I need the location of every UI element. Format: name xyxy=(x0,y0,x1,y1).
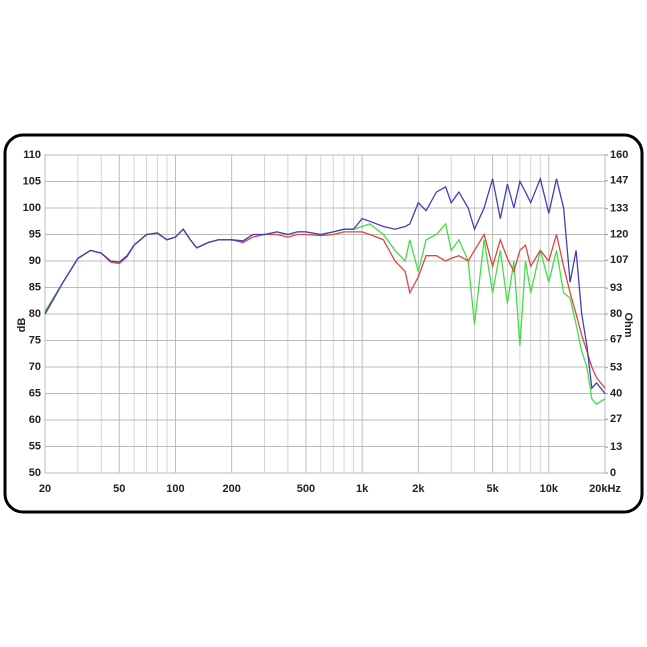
y-tick-label: 60 xyxy=(29,414,41,426)
y2-axis-label: Ohm xyxy=(622,312,634,337)
y2-tick-label: 0 xyxy=(610,467,616,479)
x-tick-label: 5k xyxy=(486,483,499,495)
y2-tick-label: 53 xyxy=(610,362,622,374)
x-tick-label: 1k xyxy=(356,483,369,495)
y2-tick-label: 147 xyxy=(610,175,628,187)
y-tick-label: 100 xyxy=(23,202,41,214)
x-tick-label: 500 xyxy=(297,483,315,495)
x-tick-label: 20 xyxy=(39,483,51,495)
y2-tick-label: 27 xyxy=(610,413,622,425)
y2-tick-label: 160 xyxy=(610,149,628,161)
y2-tick-label: 93 xyxy=(610,282,622,294)
y-tick-label: 65 xyxy=(29,387,41,399)
y-tick-label: 90 xyxy=(29,255,41,267)
x-tick-label: 20kHz xyxy=(589,483,621,495)
y2-tick-label: 40 xyxy=(610,387,622,399)
y-tick-label: 95 xyxy=(29,228,41,240)
y-tick-label: 105 xyxy=(23,175,41,187)
y-tick-label: 50 xyxy=(29,467,41,479)
y2-tick-label: 80 xyxy=(610,308,622,320)
y2-tick-label: 120 xyxy=(610,228,628,240)
y-tick-label: 85 xyxy=(29,281,41,293)
x-tick-label: 100 xyxy=(166,483,184,495)
y-tick-label: 80 xyxy=(29,308,41,320)
y-axis-label: dB xyxy=(16,318,28,333)
y-tick-label: 70 xyxy=(29,361,41,373)
y-tick-label: 75 xyxy=(29,334,41,346)
x-tick-label: 200 xyxy=(222,483,240,495)
y-tick-label: 110 xyxy=(23,149,41,161)
y2-tick-label: 133 xyxy=(610,203,628,215)
y2-tick-label: 107 xyxy=(610,254,628,266)
y2-tick-label: 67 xyxy=(610,334,622,346)
x-tick-label: 10k xyxy=(540,483,559,495)
y2-tick-label: 13 xyxy=(610,441,622,453)
x-tick-label: 2k xyxy=(412,483,425,495)
series-line xyxy=(44,176,606,394)
x-tick-label: 50 xyxy=(113,483,125,495)
y-tick-label: 55 xyxy=(29,440,41,452)
